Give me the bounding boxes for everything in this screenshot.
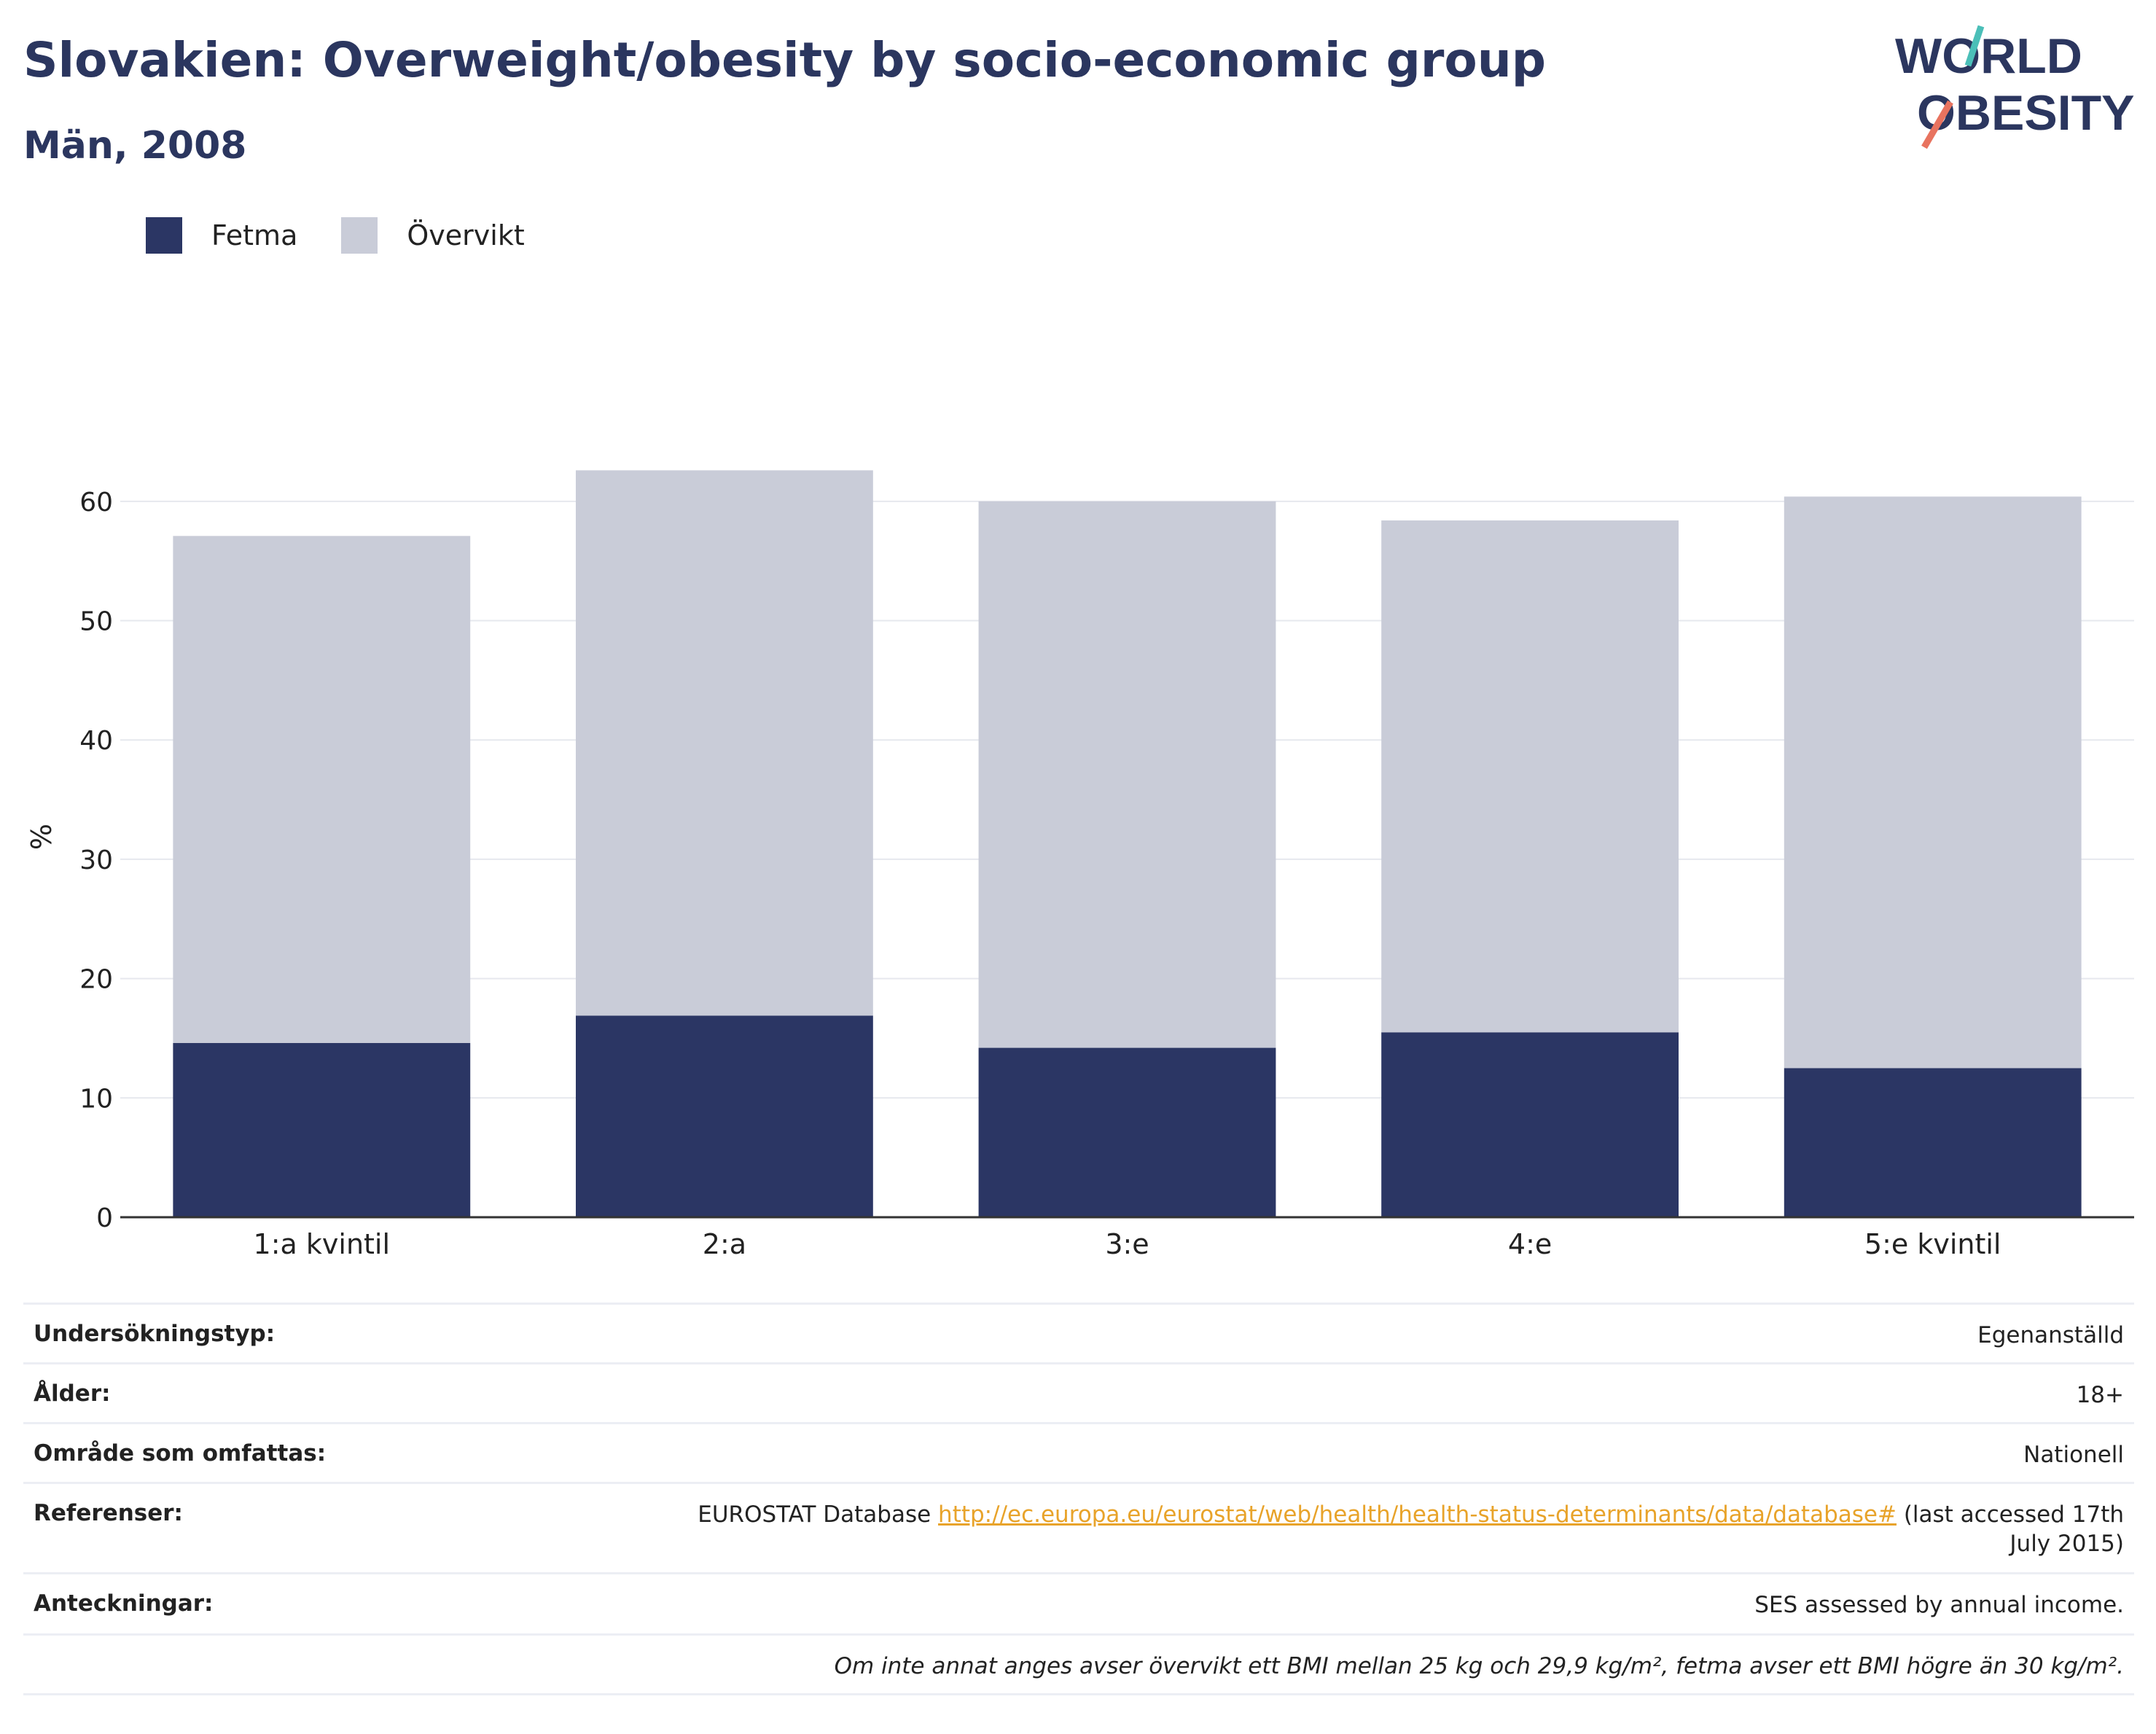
y-tick-label: 60	[79, 488, 113, 518]
info-table: Undersökningstyp: Egenanställd Ålder: 18…	[23, 1303, 2134, 1695]
y-tick-label: 10	[79, 1084, 113, 1114]
references-label: Referenser:	[34, 1500, 183, 1526]
chart-title: Slovakien: Overweight/obesity by socio-e…	[23, 32, 1546, 88]
x-tick-label: 1:a kvintil	[254, 1228, 391, 1260]
references-suffix: (last accessed 17th July 2015)	[1896, 1501, 2124, 1557]
notes-label: Anteckningar:	[34, 1590, 214, 1617]
info-row-notes: Anteckningar: SES assessed by annual inc…	[23, 1572, 2134, 1633]
chart-legend: Fetma Övervikt	[146, 217, 569, 254]
notes-value: SES assessed by annual income.	[1754, 1592, 2124, 1618]
logo-text-world: WORLD	[1895, 28, 2082, 84]
info-row-footnote: Om inte annat anges avser övervikt ett B…	[23, 1633, 2134, 1693]
bar-fetma	[575, 1015, 873, 1217]
legend-swatch-fetma	[146, 217, 182, 254]
x-tick-label: 5:e kvintil	[1864, 1228, 2001, 1260]
references-value: EUROSTAT Database http://ec.europa.eu/eu…	[666, 1500, 2124, 1558]
legend-label-fetma: Fetma	[211, 219, 298, 251]
bar-chart: 0 10 20 30 40 50 60% 1:a kvintil 2:a 3:e 4:e 5:e kv…	[26, 470, 2134, 1260]
chart-subtitle: Män, 2008	[23, 124, 247, 168]
logo-slash-coral	[1921, 100, 1953, 149]
legend-item-fetma[interactable]: Fetma	[146, 217, 297, 254]
info-row-references: Referenser: EUROSTAT Database http://ec.…	[23, 1482, 2134, 1572]
legend-label-overvikt: Övervikt	[407, 219, 525, 251]
survey-type-label: Undersökningstyp:	[34, 1321, 276, 1347]
y-axis-label: %	[26, 824, 58, 850]
y-tick-label: 30	[79, 845, 113, 875]
age-value: 18+	[2076, 1382, 2124, 1408]
references-link[interactable]: http://ec.europa.eu/eurostat/web/health/…	[938, 1501, 1897, 1528]
y-tick-label: 0	[96, 1203, 113, 1233]
legend-swatch-overvikt	[341, 217, 378, 254]
legend-item-overvikt[interactable]: Övervikt	[341, 217, 525, 254]
info-bottom-divider	[23, 1693, 2134, 1695]
bar-overvikt	[978, 501, 1276, 1048]
x-tick-label: 2:a	[703, 1228, 746, 1260]
info-row-age: Ålder: 18+	[23, 1362, 2134, 1422]
info-row-survey-type: Undersökningstyp: Egenanställd	[23, 1303, 2134, 1362]
bar-overvikt	[1784, 496, 2082, 1069]
info-row-area: Område som omfattas: Nationell	[23, 1422, 2134, 1482]
bar-fetma	[978, 1047, 1276, 1217]
references-prefix: EUROSTAT Database	[698, 1501, 939, 1528]
bar-overvikt	[575, 470, 873, 1016]
bar-fetma	[1381, 1032, 1679, 1217]
bar-fetma	[1784, 1068, 2082, 1217]
area-label: Område som omfattas:	[34, 1440, 327, 1467]
y-tick-label: 50	[79, 607, 113, 637]
area-value: Nationell	[2023, 1442, 2124, 1468]
age-label: Ålder:	[34, 1380, 111, 1407]
logo-text-obesity: OBESITY	[1917, 85, 2135, 141]
survey-type-value: Egenanställd	[1977, 1322, 2124, 1348]
bar-overvikt	[173, 536, 471, 1044]
y-tick-label: 40	[79, 726, 113, 756]
bar-overvikt	[1381, 520, 1679, 1033]
footnote: Om inte annat anges avser övervikt ett B…	[834, 1653, 2124, 1679]
logo-slash-teal	[1964, 25, 1985, 67]
bar-fetma	[173, 1043, 471, 1217]
x-tick-label: 3:e	[1105, 1228, 1149, 1260]
world-obesity-logo: WORLD OBESITY	[1895, 25, 2135, 149]
y-tick-label: 20	[79, 965, 113, 995]
x-tick-label: 4:e	[1508, 1228, 1552, 1260]
